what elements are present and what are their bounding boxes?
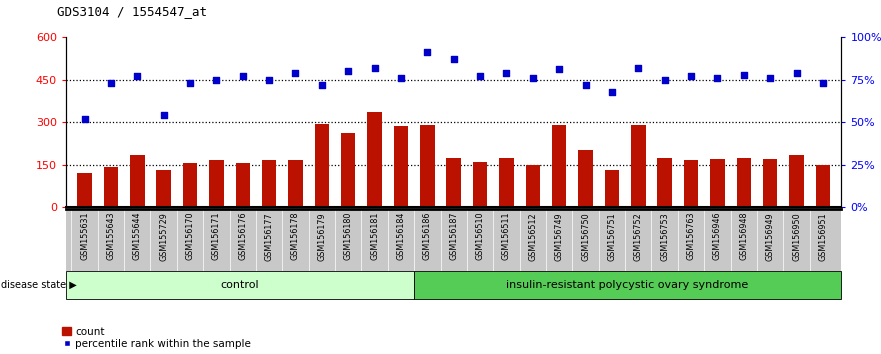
Text: GSM156749: GSM156749 [555,212,564,261]
Text: GSM156751: GSM156751 [607,212,617,261]
Text: control: control [220,280,259,290]
Text: GSM155631: GSM155631 [80,212,89,261]
Bar [130,155,144,207]
Point [632,65,646,70]
Point [763,75,777,81]
Point [816,80,830,86]
Bar [209,160,224,207]
Point [552,67,566,72]
Point [210,77,224,82]
Bar [737,158,751,207]
Text: GSM156178: GSM156178 [291,212,300,261]
Bar [473,162,487,207]
Bar [78,173,92,207]
Bar [763,159,777,207]
Point [657,77,671,82]
Point [183,80,197,86]
Bar [262,160,277,207]
Bar [816,165,830,207]
Text: GSM156511: GSM156511 [502,212,511,261]
Text: GSM156510: GSM156510 [476,212,485,261]
Point [367,65,381,70]
Point [420,50,434,55]
Bar [420,125,434,207]
Point [526,75,540,81]
Bar [394,126,408,207]
Bar [413,271,841,299]
Text: disease state ▶: disease state ▶ [1,280,77,290]
Text: GSM156176: GSM156176 [238,212,248,261]
Point [288,70,302,76]
Point [130,73,144,79]
Point [710,75,724,81]
Bar [578,150,593,207]
Bar [631,125,646,207]
Bar [182,163,197,207]
Point [737,72,751,78]
Text: GSM156179: GSM156179 [317,212,326,261]
Text: GSM156187: GSM156187 [449,212,458,261]
Bar [288,160,303,207]
Bar [789,155,803,207]
Text: GDS3104 / 1554547_at: GDS3104 / 1554547_at [57,5,207,18]
Bar [657,158,672,207]
Bar [315,124,329,207]
Text: GSM156750: GSM156750 [581,212,590,261]
Point [394,75,408,81]
Text: GSM156184: GSM156184 [396,212,405,260]
Bar [157,170,171,207]
Text: GSM156752: GSM156752 [633,212,643,261]
Point [789,70,803,76]
Point [157,113,171,118]
Point [684,73,698,79]
Text: GSM156946: GSM156946 [713,212,722,261]
Point [262,77,276,82]
Point [236,73,250,79]
Bar [66,271,413,299]
Text: GSM156948: GSM156948 [739,212,748,261]
Legend: count, percentile rank within the sample: count, percentile rank within the sample [63,327,251,349]
Bar [710,159,725,207]
Text: GSM156186: GSM156186 [423,212,432,260]
Text: GSM156170: GSM156170 [186,212,195,261]
Text: insulin-resistant polycystic ovary syndrome: insulin-resistant polycystic ovary syndr… [507,280,749,290]
Point [104,80,118,86]
Bar [367,112,381,207]
Bar [500,158,514,207]
Text: GSM156951: GSM156951 [818,212,827,261]
Text: GSM155643: GSM155643 [107,212,115,261]
Text: GSM156753: GSM156753 [660,212,670,261]
Text: GSM156950: GSM156950 [792,212,801,261]
Bar [604,170,619,207]
Point [341,68,355,74]
Bar [235,163,250,207]
Bar [526,165,540,207]
Text: GSM156177: GSM156177 [264,212,274,261]
Point [447,56,461,62]
Bar [447,158,461,207]
Text: GSM156171: GSM156171 [212,212,221,261]
Point [78,116,92,121]
Bar [684,160,699,207]
Text: GSM156181: GSM156181 [370,212,379,260]
Bar [552,125,566,207]
Text: GSM156949: GSM156949 [766,212,774,261]
Text: GSM156512: GSM156512 [529,212,537,261]
Text: GSM156763: GSM156763 [686,212,695,261]
Point [579,82,593,87]
Bar [104,167,118,207]
Point [315,82,329,87]
Point [500,70,514,76]
Text: GSM155644: GSM155644 [133,212,142,261]
Text: GSM155729: GSM155729 [159,212,168,261]
Bar [341,133,356,207]
Text: GSM156180: GSM156180 [344,212,352,260]
Point [473,73,487,79]
Point [605,89,619,95]
